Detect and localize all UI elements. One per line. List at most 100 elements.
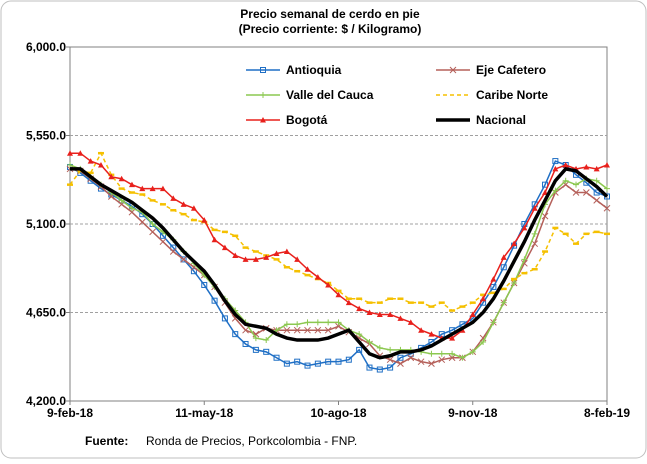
marker [325,281,332,288]
marker [356,346,363,353]
marker [603,204,611,212]
marker [459,354,466,361]
source-label: Fuente: [85,434,128,448]
marker [541,212,549,220]
x-tick-label: 10-ago-18 [310,406,366,420]
marker [263,348,270,355]
marker [294,358,301,365]
marker [97,162,104,168]
marker [397,360,404,367]
marker [531,240,539,248]
x-tick-label: 9-nov-18 [448,406,498,420]
marker [304,266,311,272]
marker [67,162,73,168]
marker [263,254,270,260]
y-tick-label: 4,650.0 [26,306,66,320]
marker [180,256,187,263]
marker [572,189,580,196]
marker [593,177,600,184]
marker [582,189,590,196]
marker [159,185,166,192]
marker [407,354,415,362]
marker [283,248,290,255]
marker [500,264,507,271]
marker [397,315,404,321]
marker [180,201,187,207]
marker [232,252,239,258]
marker [376,366,383,373]
marker [108,173,115,180]
y-tick-label: 6,000.0 [26,40,66,54]
marker [252,335,259,342]
marker [128,181,135,188]
legend-marker [260,92,266,98]
marker [211,236,218,243]
legend-label: Caribe Norte [476,88,548,102]
marker [345,356,352,363]
marker [324,326,332,334]
marker [397,354,404,361]
legend-label: Valle del Cauca [286,88,374,102]
marker [252,256,259,262]
legend-label: Eje Cafetero [476,63,546,77]
marker [201,217,208,223]
legend-label: Bogotá [286,113,328,127]
marker [304,326,311,334]
marker [138,218,146,226]
marker [325,319,332,326]
marker [159,238,167,246]
y-tick-label: 4,200.0 [26,394,66,408]
marker [170,244,177,251]
marker [428,360,435,367]
marker [221,244,228,251]
marker [366,364,373,371]
marker [448,354,456,362]
marker [242,256,249,262]
chart-title: Precio semanal de cerdo en pie [240,7,420,21]
marker [139,185,146,192]
marker [490,276,497,282]
marker [531,205,538,211]
marker [335,319,342,326]
y-tick-label: 5,550.0 [26,129,66,143]
marker [387,346,394,353]
marker [521,224,528,231]
marker [469,348,476,355]
marker [542,181,549,188]
marker [438,350,445,357]
marker [293,326,301,334]
marker [604,162,610,168]
y-tick-label: 5,100.0 [26,217,66,231]
marker [376,311,383,317]
marker [283,360,290,367]
marker [428,331,435,337]
marker [480,339,487,345]
marker [418,327,425,333]
series-line [70,167,609,360]
marker [169,248,177,255]
marker [469,311,476,317]
marker [314,274,321,280]
marker [583,163,590,170]
marker [449,350,456,357]
marker [500,254,507,260]
x-tick-label: 8-feb-19 [584,406,630,420]
marker [531,230,538,237]
marker [593,165,600,172]
marker [314,319,321,326]
marker [449,335,456,341]
marker [438,356,446,364]
marker [221,315,228,322]
marker [128,205,135,212]
legend-label: Nacional [476,113,526,127]
legend-box [240,58,585,134]
marker [294,256,301,262]
marker [190,205,197,211]
marker [211,297,218,304]
marker [552,187,559,194]
marker [490,283,497,290]
marker [562,162,569,168]
marker [232,331,239,338]
marker [356,331,363,338]
